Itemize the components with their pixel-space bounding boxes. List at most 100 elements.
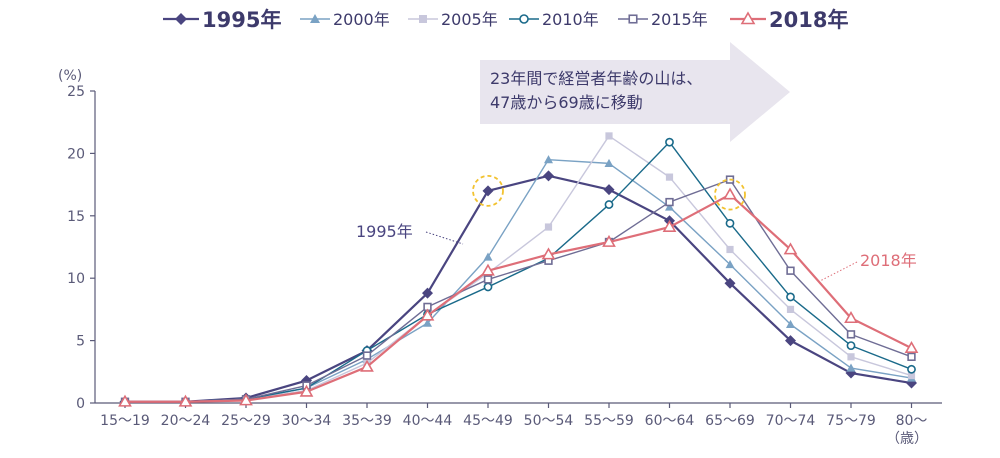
data-point bbox=[419, 15, 427, 23]
data-point bbox=[665, 202, 674, 211]
x-tick-label: 60～64 bbox=[645, 413, 695, 429]
x-tick-label: 20～24 bbox=[161, 413, 211, 429]
data-point bbox=[846, 330, 856, 339]
y-unit-label: (%) bbox=[58, 68, 82, 84]
annotation-text-line2: 47歳から69歳に移動 bbox=[490, 93, 643, 112]
x-tick-label: 70～74 bbox=[766, 413, 816, 429]
data-point bbox=[665, 197, 674, 207]
data-point bbox=[783, 242, 798, 255]
x-tick-label: 75～79 bbox=[826, 413, 876, 429]
data-point bbox=[846, 363, 856, 372]
data-point bbox=[481, 263, 495, 276]
data-point bbox=[482, 185, 494, 197]
data-point bbox=[310, 14, 320, 23]
peak-highlights bbox=[472, 174, 746, 211]
x-tick-label: 50～54 bbox=[524, 413, 574, 429]
data-point bbox=[604, 158, 614, 167]
data-point bbox=[844, 311, 858, 324]
data-point bbox=[907, 364, 916, 374]
legend-item-2015年: 2015年 bbox=[618, 10, 708, 29]
legend-item-2000年: 2000年 bbox=[300, 10, 390, 29]
legend-label: 2015年 bbox=[651, 10, 708, 29]
axes: (%) （歳） bbox=[58, 68, 942, 447]
series-2010年 bbox=[120, 137, 916, 407]
series-callouts: 1995年 2018年 bbox=[356, 222, 917, 283]
legend-item-2005年: 2005年 bbox=[408, 10, 498, 29]
legend-label: 1995年 bbox=[202, 8, 281, 32]
data-point bbox=[662, 219, 677, 232]
data-point bbox=[907, 371, 916, 380]
data-point bbox=[483, 275, 493, 284]
y-tick-label: 0 bbox=[76, 396, 85, 412]
y-tick-label: 15 bbox=[67, 209, 85, 225]
y-tick-label: 25 bbox=[67, 84, 85, 100]
annotation-text-line1: 23年間で経営者年齢の山は、 bbox=[490, 69, 702, 88]
x-tick-label: 15～19 bbox=[100, 413, 150, 429]
data-point bbox=[602, 234, 616, 247]
series-line bbox=[125, 193, 912, 403]
data-point bbox=[723, 187, 737, 200]
series-2005年 bbox=[121, 132, 916, 406]
data-point bbox=[724, 277, 736, 289]
data-point bbox=[543, 170, 554, 182]
highlight-2018-peak bbox=[714, 178, 746, 211]
series-line bbox=[125, 158, 912, 403]
legend-label: 2005年 bbox=[441, 10, 498, 29]
data-point bbox=[785, 335, 796, 347]
callout-2018-label: 2018年 bbox=[860, 251, 917, 270]
data-point bbox=[299, 384, 314, 397]
data-point bbox=[786, 305, 795, 313]
data-point bbox=[360, 359, 374, 372]
x-tick-label: 25～29 bbox=[221, 413, 271, 429]
series-2000年 bbox=[120, 155, 916, 406]
data-point bbox=[175, 13, 187, 25]
data-point bbox=[519, 14, 529, 24]
data-point bbox=[362, 351, 372, 360]
highlight-1995-peak bbox=[472, 174, 504, 207]
x-tick-label: 65～69 bbox=[705, 413, 755, 429]
data-point bbox=[786, 266, 795, 275]
data-point bbox=[420, 308, 435, 321]
legend: 1995年 2000年 2005年 2010年 2015年 2018年 bbox=[163, 8, 848, 32]
annotation-arrow-shape bbox=[480, 42, 790, 142]
legend-label: 2018年 bbox=[769, 8, 848, 32]
data-point bbox=[422, 287, 433, 299]
data-point bbox=[604, 200, 614, 209]
y-tick-label: 5 bbox=[76, 334, 85, 350]
data-point bbox=[665, 137, 674, 147]
series-line bbox=[125, 178, 912, 403]
x-tick-label: 80～ bbox=[896, 413, 928, 429]
legend-item-2010年: 2010年 bbox=[509, 10, 599, 29]
data-point bbox=[544, 155, 553, 164]
peak-shift-annotation: 23年間で経営者年齢の山は、 47歳から69歳に移動 bbox=[480, 42, 790, 142]
data-point bbox=[178, 394, 193, 407]
x-tick-label: 40～44 bbox=[403, 413, 453, 429]
series-line bbox=[125, 174, 912, 403]
y-tick-label: 20 bbox=[67, 146, 85, 162]
data-point bbox=[904, 340, 919, 354]
data-point bbox=[605, 132, 613, 140]
legend-item-2018年: 2018年 bbox=[730, 8, 848, 32]
data-point bbox=[483, 252, 493, 261]
series-2015年 bbox=[120, 175, 916, 406]
series-1995年 bbox=[119, 170, 917, 408]
callout-1995-label: 1995年 bbox=[356, 222, 413, 241]
callout-1995-leader bbox=[425, 231, 464, 245]
legend-item-1995年: 1995年 bbox=[163, 8, 281, 32]
data-point bbox=[118, 394, 132, 407]
x-tick-label: 55～59 bbox=[584, 413, 634, 429]
callout-2018-leader bbox=[817, 261, 858, 283]
data-point bbox=[725, 218, 735, 228]
y-ticks: 0 5 10 15 20 25 bbox=[67, 84, 95, 412]
data-point bbox=[603, 184, 615, 196]
x-tick-label: 35～39 bbox=[342, 413, 392, 429]
data-point bbox=[239, 393, 253, 406]
data-point bbox=[846, 341, 856, 350]
legend-label: 2010年 bbox=[542, 10, 599, 29]
y-tick-label: 10 bbox=[67, 271, 85, 287]
data-point bbox=[847, 353, 855, 361]
x-tick-label: 45～49 bbox=[463, 413, 513, 429]
data-point bbox=[628, 14, 638, 24]
